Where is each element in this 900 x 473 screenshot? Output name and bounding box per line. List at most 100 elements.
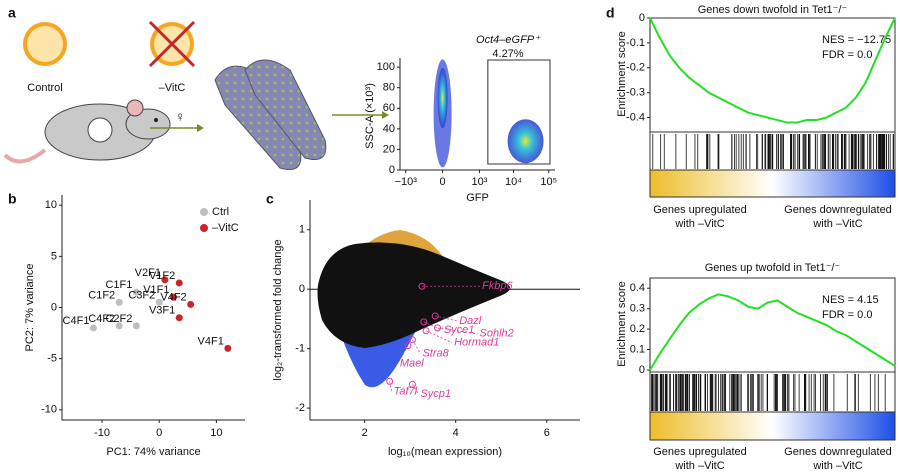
x-axis-label: PC1: 74% variance xyxy=(106,446,200,458)
y-tick-label: -2 xyxy=(295,402,305,414)
y-tick-label: 20 xyxy=(383,143,395,155)
gradient-bar xyxy=(649,411,896,441)
y-axis-label: SSC-A (×10³) xyxy=(364,83,376,149)
legend-label: Ctrl xyxy=(212,206,229,218)
nes: NES = −12.75 xyxy=(822,34,891,46)
x-tick-label: 6 xyxy=(544,427,550,439)
y-tick-label: 5 xyxy=(51,250,57,262)
gene-label: Syce1 xyxy=(444,324,475,336)
density-cloud xyxy=(507,119,544,164)
illustration xyxy=(3,20,389,170)
fdr: FDR = 0.0 xyxy=(822,309,872,321)
gene-label: Hormad1 xyxy=(454,337,499,349)
y-axis-label: PC2: 7% variance xyxy=(24,263,36,351)
point xyxy=(175,279,183,287)
x-tick-label: 0 xyxy=(440,176,446,188)
gene-point xyxy=(404,342,412,350)
legend-label: –VitC xyxy=(212,222,239,234)
point-label: V3F1 xyxy=(149,305,175,317)
panel-letter: d xyxy=(606,5,615,21)
gene-point xyxy=(386,377,394,385)
y-axis-label: Enrichment score xyxy=(616,281,628,367)
point-label: C1F1 xyxy=(105,279,132,291)
point xyxy=(161,276,169,284)
arrowhead xyxy=(382,111,389,119)
point xyxy=(187,300,195,308)
x-axis-label: log₁₀(mean expression) xyxy=(388,446,502,458)
y-tick-label: 40 xyxy=(383,123,395,135)
nes: NES = 4.15 xyxy=(822,294,879,306)
y-tick-label: 10 xyxy=(45,199,57,211)
y-tick-label: -0.3 xyxy=(626,87,645,99)
y-tick-label: -0.1 xyxy=(626,37,645,49)
point-label: C3F2 xyxy=(128,289,155,301)
y-tick-label: -5 xyxy=(47,353,57,365)
gene-label: Sohlh2 xyxy=(479,328,513,340)
x-tick-label: -10 xyxy=(94,427,110,439)
point-label: V4F1 xyxy=(198,335,224,347)
gene-label: Sycp1 xyxy=(420,388,451,400)
gene-label: Stra8 xyxy=(422,348,449,360)
point-label: V1F1 xyxy=(143,284,169,296)
condition-label: –VitC xyxy=(159,82,186,94)
side-label: with –VitC xyxy=(674,460,724,472)
density-core xyxy=(437,68,448,128)
mouse-tail xyxy=(3,148,47,164)
x-tick-label: 0 xyxy=(156,427,162,439)
side-label: with –VitC xyxy=(674,218,724,230)
gene-label: Fkbp6 xyxy=(482,280,513,292)
leader xyxy=(389,381,393,392)
legend-swatch xyxy=(200,224,208,232)
leader xyxy=(412,339,421,354)
cloud-main xyxy=(317,242,510,348)
y-tick-label: -0.2 xyxy=(626,62,645,74)
y-tick-label: 0 xyxy=(51,301,57,313)
plot-title: Genes down twofold in Tet1⁻/⁻ xyxy=(698,4,848,16)
axis xyxy=(309,200,580,421)
leader xyxy=(412,384,419,395)
point-label: C2F2 xyxy=(105,313,132,325)
fdr: FDR = 0.0 xyxy=(822,49,872,61)
x-tick-label: 10⁵ xyxy=(540,176,557,188)
gene-label: Taf7l xyxy=(394,385,418,397)
point-label: C1F2 xyxy=(88,289,115,301)
y-tick-label: 0.3 xyxy=(630,303,645,315)
y-tick-label: 60 xyxy=(383,102,395,114)
y-tick-label: 1 xyxy=(299,224,305,236)
point-label: V4F2 xyxy=(160,291,186,303)
mouse-ear xyxy=(126,99,144,117)
y-axis-label: Enrichment score xyxy=(616,31,628,117)
point xyxy=(170,293,178,301)
gate-label: Oct4–eGFP⁺ xyxy=(476,34,541,46)
enrichment-curve xyxy=(649,293,896,371)
y-tick-label: 0 xyxy=(299,283,305,295)
y-tick-label: -0.4 xyxy=(626,111,645,123)
axis xyxy=(61,195,245,421)
x-tick-label: 10³ xyxy=(472,176,488,188)
x-tick-label: 2 xyxy=(362,427,368,439)
orange-inner xyxy=(27,26,63,62)
panel-letter: a xyxy=(8,5,16,21)
point-label: C4F2 xyxy=(88,313,115,325)
point xyxy=(89,324,97,332)
sex-symbol: ♀ xyxy=(175,109,186,125)
leader xyxy=(437,327,478,335)
point xyxy=(115,298,123,306)
y-tick-label: 0.4 xyxy=(630,282,645,294)
gate-percent: 4.27% xyxy=(492,48,523,60)
gate xyxy=(487,59,551,165)
gradient-bar xyxy=(649,169,896,198)
y-tick-label: 0.1 xyxy=(630,343,645,355)
cross xyxy=(148,20,196,68)
mouse-head xyxy=(125,108,171,140)
gene-point xyxy=(431,312,439,320)
gene-point xyxy=(420,318,428,326)
panel-letter: b xyxy=(8,191,17,207)
x-tick-label: 4 xyxy=(453,427,459,439)
gene-label: Mael xyxy=(400,358,424,370)
x-tick-label: −10³ xyxy=(395,176,418,188)
y-tick-label: 100 xyxy=(377,61,395,73)
condition-label: Control xyxy=(27,82,62,94)
x-tick-label: 10 xyxy=(210,427,222,439)
